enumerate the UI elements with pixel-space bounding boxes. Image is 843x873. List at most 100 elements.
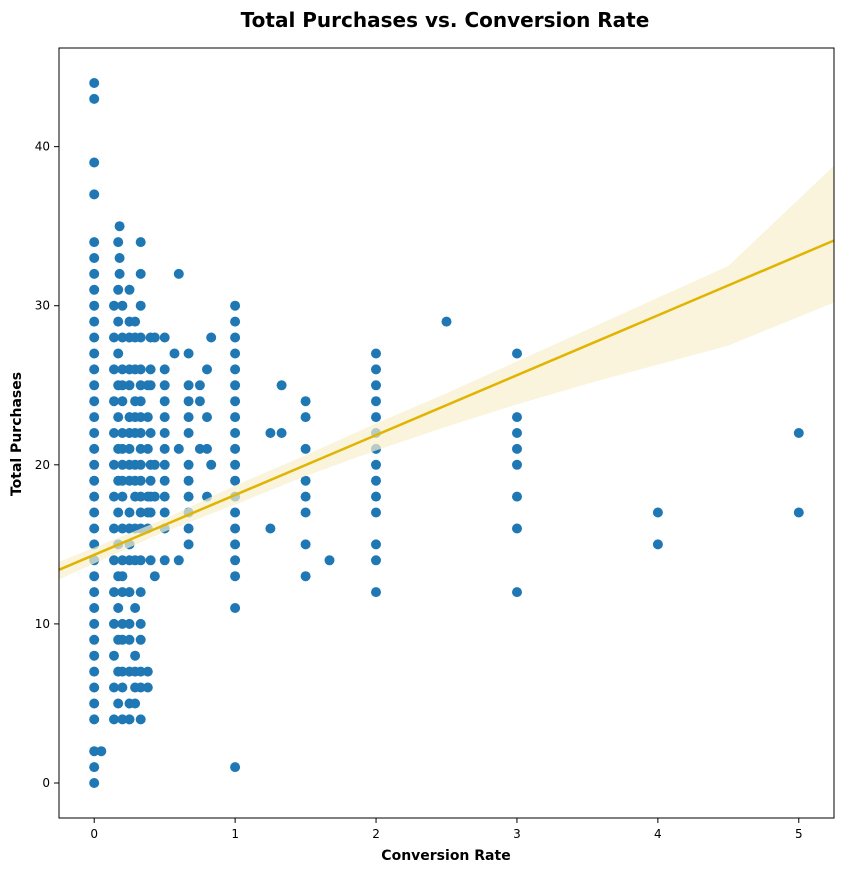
scatter-point [117,491,128,502]
scatter-point [117,428,128,438]
scatter-point [371,380,381,391]
scatter-point [202,364,212,375]
scatter-point [117,475,128,486]
scatter-point [135,237,146,248]
scatter-point [230,300,241,311]
scatter-point [230,412,241,423]
scatter-point [113,237,124,248]
scatter-point [89,348,100,359]
scatter-point [89,428,100,438]
scatter-point [89,237,100,248]
x-tick-label: 4 [654,827,662,841]
scatter-point [89,571,100,582]
scatter-point [109,555,119,566]
scatter-point [159,428,170,438]
scatter-point [109,491,119,502]
scatter-point [89,634,100,645]
scatter-point [183,459,194,470]
scatter-point [89,332,100,343]
y-tick-label: 10 [35,617,50,631]
scatter-point [183,428,194,438]
scatter-point [135,507,146,518]
scatter-point [145,380,156,391]
scatter-point [135,682,146,693]
scatter-point [300,443,311,454]
scatter-point [89,475,100,486]
scatter-point [159,507,170,518]
scatter-point [145,364,156,375]
scatter-point [230,380,241,391]
scatter-point [89,587,100,598]
scatter-point [194,396,205,407]
scatter-point [145,428,156,438]
scatter-point [159,380,170,391]
scatter-point [512,587,522,598]
scatter-point [173,268,184,279]
scatter-point [173,443,184,454]
y-tick-label: 20 [35,458,50,472]
scatter-point [117,587,128,598]
scatter-point [113,348,124,359]
scatter-point [159,332,170,343]
scatter-point [324,555,335,566]
scatter-point [135,634,146,645]
scatter-point [371,555,381,566]
scatter-point [145,555,156,566]
scatter-point [135,666,146,677]
scatter-point [135,268,146,279]
scatter-point [183,491,194,502]
scatter-point [117,364,128,375]
scatter-point [117,682,128,693]
scatter-point [124,714,135,725]
scatter-point [159,443,170,454]
scatter-point [124,284,135,295]
scatter-point [512,443,522,454]
scatter-point [159,364,170,375]
scatter-point [169,348,180,359]
scatter-point [183,396,194,407]
scatter-point [135,475,146,486]
scatter-point [109,618,119,629]
scatter-point [512,412,522,423]
scatter-point [300,539,311,550]
scatter-point [113,603,124,613]
scatter-point [135,332,146,343]
scatter-point [89,316,100,327]
scatter-point [135,587,146,598]
scatter-point [652,507,663,518]
x-tick-label: 0 [90,827,98,841]
chart-title: Total Purchases vs. Conversion Rate [241,8,650,32]
scatter-point [113,316,124,327]
scatter-point [135,555,146,566]
scatter-point [142,443,153,454]
scatter-point [124,618,135,629]
scatter-point [89,762,100,773]
scatter-point [300,571,311,582]
scatter-point [89,396,100,407]
scatter-point [230,364,241,375]
scatter-point [149,332,160,343]
scatter-point [113,507,124,518]
scatter-point [371,412,381,423]
scatter-point [117,396,128,407]
scatter-point [89,443,100,454]
scatter-point [371,364,381,375]
scatter-point [114,253,125,263]
scatter-point [89,603,100,613]
scatter-point [89,682,100,693]
scatter-point [89,459,100,470]
scatter-point [89,491,100,502]
scatter-point [194,443,205,454]
scatter-point [117,666,128,677]
scatter-point [173,555,184,566]
scatter-point [793,507,804,518]
scatter-point [300,396,311,407]
scatter-point [159,459,170,470]
scatter-point [130,650,141,661]
scatter-point [300,475,311,486]
scatter-point [109,396,119,407]
scatter-point [300,491,311,502]
scatter-point [230,428,241,438]
scatter-point [117,443,128,454]
